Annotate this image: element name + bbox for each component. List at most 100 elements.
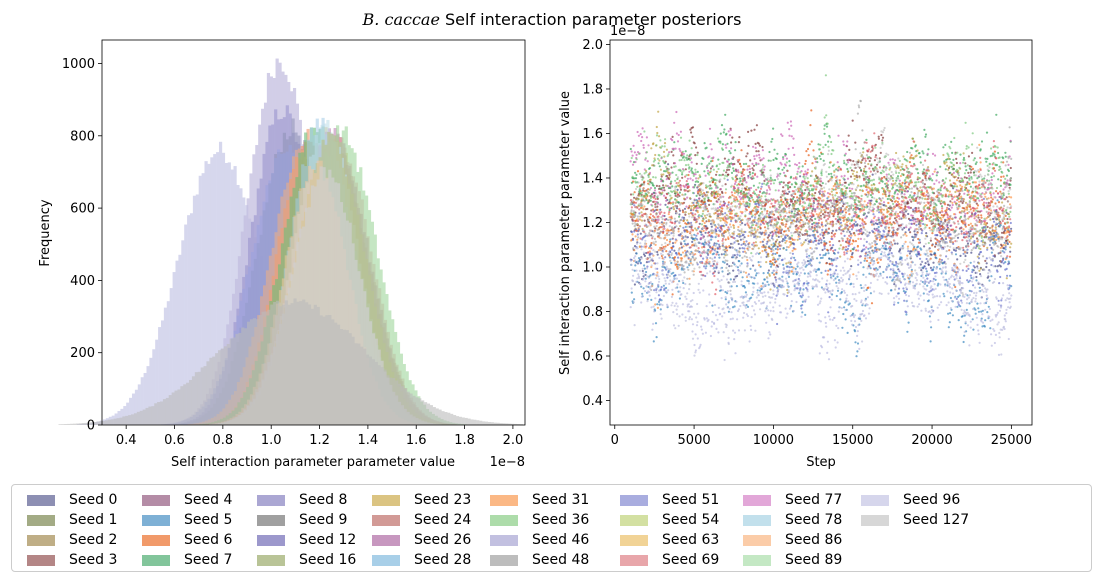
trace-point bbox=[935, 174, 938, 177]
trace-point bbox=[807, 181, 810, 184]
trace-point bbox=[821, 182, 824, 185]
trace-point bbox=[851, 248, 854, 251]
trace-point bbox=[839, 244, 842, 247]
trace-point bbox=[757, 150, 760, 153]
trace-point bbox=[675, 199, 678, 202]
trace-point bbox=[698, 197, 701, 200]
trace-point bbox=[826, 248, 829, 251]
trace-point bbox=[703, 214, 707, 217]
hist-bar bbox=[490, 422, 494, 425]
trace-point bbox=[737, 169, 740, 172]
trace-point bbox=[1005, 277, 1008, 280]
hist-bar bbox=[409, 393, 413, 425]
hist-bar bbox=[90, 422, 94, 425]
trace-point bbox=[851, 251, 854, 255]
trace-point bbox=[795, 224, 798, 227]
trace-point bbox=[718, 174, 721, 177]
hist-bar bbox=[96, 421, 100, 425]
trace-point bbox=[828, 240, 831, 243]
hist-bar bbox=[432, 407, 436, 425]
trace-point bbox=[806, 182, 809, 185]
trace-point bbox=[728, 150, 731, 153]
trace-point bbox=[728, 265, 731, 268]
hist-bar bbox=[139, 410, 143, 425]
hist-bar bbox=[394, 380, 399, 425]
trace-point bbox=[954, 285, 957, 289]
trace-point bbox=[962, 152, 965, 155]
hist-bar bbox=[519, 424, 523, 425]
hist-bar bbox=[189, 379, 193, 425]
trace-point bbox=[706, 227, 709, 230]
trace-point bbox=[997, 201, 1001, 204]
hist-bar bbox=[328, 314, 332, 425]
trace-point bbox=[708, 162, 711, 165]
trace-point bbox=[999, 179, 1003, 182]
hist-bar bbox=[183, 384, 187, 425]
trace-point bbox=[904, 185, 907, 188]
trace-point bbox=[811, 219, 814, 222]
trace-point bbox=[726, 160, 729, 163]
trace-point bbox=[814, 160, 817, 163]
trace-point bbox=[944, 168, 947, 171]
trace-point bbox=[949, 183, 952, 186]
trace-point bbox=[709, 199, 712, 202]
trace-point bbox=[965, 230, 968, 233]
trace-point bbox=[726, 263, 729, 266]
trace-point bbox=[721, 143, 725, 146]
trace-point bbox=[745, 155, 748, 158]
trace-point bbox=[970, 251, 973, 254]
trace-point bbox=[747, 130, 750, 133]
trace-point bbox=[851, 119, 854, 122]
trace-point bbox=[818, 199, 821, 202]
trace-point bbox=[990, 193, 993, 197]
trace-point bbox=[725, 132, 728, 135]
trace-point bbox=[933, 182, 936, 185]
trace-point bbox=[923, 183, 927, 186]
trace-point bbox=[755, 150, 758, 153]
trace-point bbox=[864, 257, 867, 260]
trace-point bbox=[818, 155, 821, 158]
trace-point bbox=[814, 180, 817, 183]
trace-point bbox=[713, 242, 716, 245]
trace-point bbox=[654, 227, 657, 230]
trace-point bbox=[794, 163, 797, 166]
trace-point bbox=[867, 162, 870, 166]
trace-point bbox=[695, 207, 698, 210]
trace-point bbox=[675, 210, 678, 213]
trace-point bbox=[629, 160, 632, 163]
trace-point bbox=[670, 207, 673, 210]
trace-point bbox=[641, 136, 644, 139]
trace-point bbox=[688, 277, 691, 280]
trace-point bbox=[681, 209, 685, 212]
trace-point bbox=[665, 148, 669, 151]
trace-point bbox=[858, 255, 862, 258]
trace-point bbox=[686, 219, 689, 222]
trace-point bbox=[745, 185, 748, 188]
trace-point bbox=[709, 215, 712, 218]
trace-point bbox=[993, 153, 996, 156]
trace-point bbox=[959, 162, 962, 165]
trace-point bbox=[964, 165, 967, 168]
trace-point bbox=[691, 126, 695, 129]
trace-point bbox=[924, 197, 927, 201]
trace-point bbox=[805, 218, 809, 221]
hist-bar bbox=[255, 319, 259, 425]
trace-point bbox=[967, 217, 970, 220]
trace-point bbox=[659, 208, 662, 211]
trace-point bbox=[878, 157, 881, 160]
trace-point bbox=[674, 194, 677, 197]
trace-point bbox=[1000, 192, 1003, 195]
trace-point bbox=[945, 208, 948, 211]
trace-point bbox=[729, 152, 732, 155]
trace-point bbox=[1008, 240, 1011, 243]
hist-bar bbox=[162, 399, 167, 425]
trace-point bbox=[721, 191, 724, 195]
trace-point bbox=[778, 241, 781, 244]
trace-point bbox=[748, 167, 752, 170]
trace-point bbox=[887, 180, 890, 183]
trace-point bbox=[720, 217, 723, 220]
hist-bar bbox=[160, 401, 164, 425]
trace-point bbox=[980, 214, 983, 217]
hist-bar bbox=[505, 423, 509, 425]
trace-point bbox=[692, 243, 695, 246]
